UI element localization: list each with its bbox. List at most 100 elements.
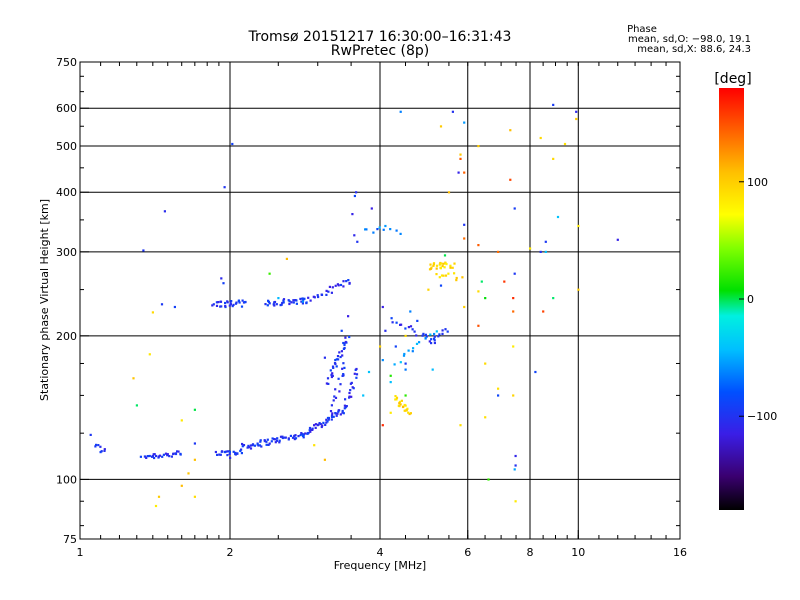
x-tick-label: 6: [464, 546, 471, 559]
data-point: [251, 444, 254, 447]
data-point: [451, 266, 454, 269]
data-point: [575, 117, 578, 121]
data-point: [313, 444, 316, 447]
data-point: [99, 445, 102, 448]
data-point: [332, 415, 335, 418]
data-point: [223, 186, 226, 189]
data-point: [384, 329, 387, 332]
data-point: [162, 453, 165, 456]
data-point: [282, 299, 285, 302]
data-point: [293, 438, 296, 441]
data-point: [427, 288, 430, 291]
data-point: [274, 438, 277, 441]
data-point: [429, 333, 432, 336]
data-point: [514, 454, 517, 458]
data-point: [339, 283, 343, 287]
data-point: [390, 317, 393, 320]
data-point: [330, 415, 334, 418]
data-point: [266, 304, 269, 307]
data-point: [244, 301, 247, 304]
data-point: [177, 450, 180, 453]
data-point: [334, 396, 338, 399]
data-point: [335, 358, 338, 361]
data-point: [325, 382, 328, 385]
data-point: [271, 437, 274, 440]
data-point: [220, 305, 223, 308]
axis-ticks: 1 2 4 6 8 10 16 75 100 200 300 400 500 600 750: [56, 56, 687, 559]
data-point: [343, 343, 346, 347]
data-point: [497, 250, 500, 253]
data-point: [330, 404, 333, 407]
data-point: [503, 280, 506, 283]
data-point: [404, 394, 407, 397]
data-point: [407, 411, 410, 414]
data-point: [348, 281, 351, 285]
data-point: [241, 442, 244, 446]
data-point: [248, 446, 251, 449]
data-point: [542, 310, 545, 313]
data-point: [552, 157, 555, 160]
data-point: [407, 349, 410, 352]
data-point: [95, 443, 98, 446]
data-point: [513, 207, 516, 210]
data-point: [435, 264, 439, 267]
data-point: [563, 142, 567, 146]
data-point: [325, 289, 328, 292]
data-point: [444, 274, 448, 277]
data-point: [229, 456, 232, 459]
data-point: [267, 300, 270, 303]
data-point: [432, 263, 435, 266]
data-point: [239, 449, 242, 452]
data-point: [404, 368, 407, 371]
chart-title: Tromsø 20151217 16:30:00–16:31:43: [248, 29, 512, 45]
data-point: [347, 315, 350, 318]
data-point: [163, 210, 166, 213]
data-point: [278, 439, 281, 442]
data-point: [266, 438, 269, 441]
data-point: [544, 250, 547, 253]
data-point: [534, 370, 537, 374]
data-point: [331, 412, 334, 415]
data-point: [455, 276, 458, 280]
data-point: [342, 285, 345, 288]
data-point: [348, 391, 351, 395]
data-point: [353, 194, 356, 198]
data-point: [282, 301, 285, 304]
data-point: [103, 449, 106, 452]
data-point: [97, 444, 100, 447]
data-point: [237, 299, 240, 302]
data-point: [215, 304, 219, 307]
data-point: [339, 383, 342, 386]
data-point: [411, 328, 414, 331]
data-point: [455, 279, 458, 282]
data-point: [216, 453, 219, 456]
data-point: [413, 330, 416, 333]
data-point: [234, 453, 237, 456]
data-point: [193, 495, 196, 498]
data-point: [440, 274, 444, 277]
data-point: [258, 444, 261, 447]
data-point: [544, 240, 547, 243]
data-point: [231, 305, 234, 308]
data-point: [352, 387, 355, 390]
data-point: [187, 472, 190, 475]
data-point: [372, 231, 375, 234]
data-point: [226, 300, 229, 303]
data-point: [441, 332, 444, 335]
data-point: [157, 455, 160, 458]
data-point: [249, 447, 253, 450]
data-point: [224, 301, 227, 305]
data-point: [268, 272, 271, 275]
data-point: [355, 373, 359, 376]
data-point: [421, 334, 424, 337]
data-point: [313, 424, 316, 427]
data-point: [422, 332, 425, 335]
data-point: [215, 301, 218, 304]
data-point: [395, 396, 399, 399]
data-point: [264, 303, 267, 306]
data-point: [379, 345, 382, 348]
data-point: [365, 228, 368, 231]
data-point: [335, 365, 338, 368]
data-point: [404, 327, 407, 330]
data-point: [317, 423, 320, 426]
